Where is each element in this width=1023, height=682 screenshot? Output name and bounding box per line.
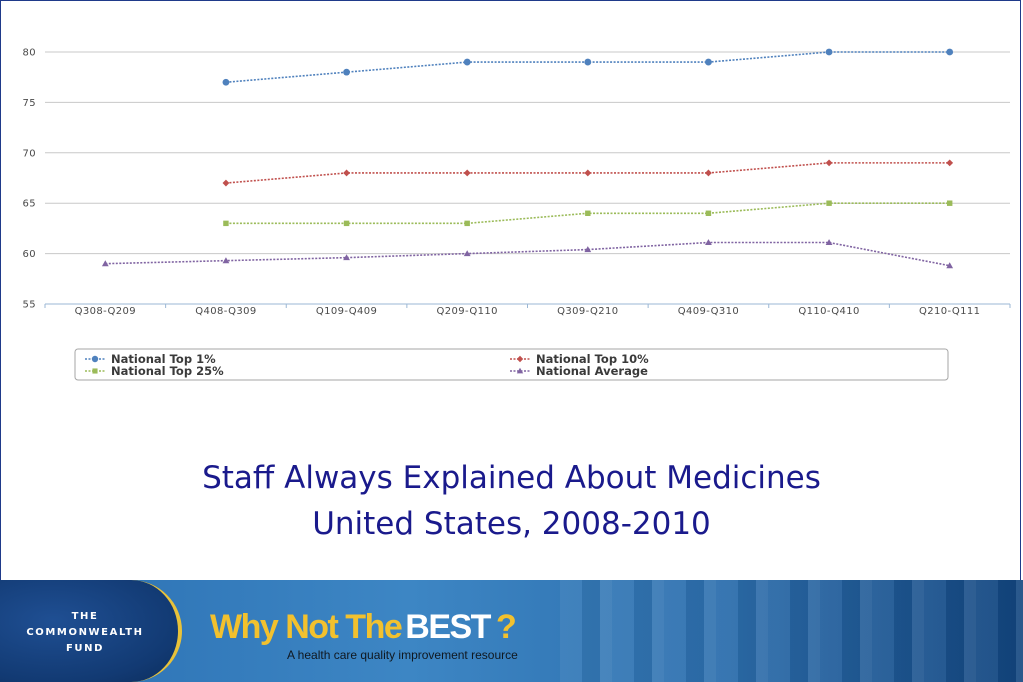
data-point bbox=[343, 169, 350, 177]
data-point bbox=[222, 257, 230, 264]
legend: National Top 1% National Top 10%National … bbox=[74, 348, 949, 381]
line-chart: 55 60 65 70 75 80 Q308-Q209 Q408-Q309 Q109-Q409… bbox=[22, 48, 1011, 381]
y-tick-label: 75 bbox=[22, 98, 36, 109]
legend-label: National Top 10% bbox=[536, 352, 649, 366]
data-point bbox=[343, 68, 350, 76]
legend-label: National Average bbox=[536, 364, 648, 378]
banner-pattern bbox=[560, 580, 1023, 682]
legend-label: National Top 25% bbox=[111, 364, 224, 378]
x-tick-label: Q210-Q111 bbox=[919, 306, 981, 317]
data-point bbox=[946, 262, 954, 269]
tagline: A health care quality improvement resour… bbox=[287, 648, 518, 662]
series-national-top-10 bbox=[222, 159, 954, 187]
data-point bbox=[946, 159, 954, 167]
y-tick-label: 70 bbox=[22, 148, 36, 159]
legend-item: National Top 10% bbox=[510, 352, 649, 366]
fund-logo-line-3: FUND bbox=[65, 643, 105, 654]
data-point bbox=[584, 169, 592, 177]
brand-part-3: ? bbox=[495, 608, 517, 646]
y-tick-label: 65 bbox=[22, 199, 36, 210]
legend-swatch-marker bbox=[91, 355, 99, 363]
data-point bbox=[463, 169, 471, 177]
data-point bbox=[826, 200, 832, 206]
series-national-top-25 bbox=[223, 200, 953, 227]
legend-item: National Top 25% bbox=[85, 364, 224, 378]
x-tick-label: Q309-Q210 bbox=[557, 306, 619, 317]
legend-swatch-marker bbox=[516, 355, 524, 363]
why-not-the-best-logo: Why Not The BEST? bbox=[210, 607, 517, 647]
legend-swatch-marker bbox=[516, 367, 524, 374]
data-point bbox=[223, 220, 229, 227]
x-tick-label: Q209-Q110 bbox=[436, 306, 498, 317]
brand-part-2: BEST bbox=[405, 608, 491, 646]
chart-title: Staff Always Explained About Medicines U… bbox=[0, 455, 1023, 547]
data-point bbox=[584, 58, 592, 66]
data-point bbox=[825, 159, 833, 167]
series-national-average bbox=[101, 239, 954, 269]
data-point bbox=[463, 58, 471, 66]
x-tick-label: Q109-Q409 bbox=[316, 306, 378, 317]
title-line-2: United States, 2008-2010 bbox=[312, 506, 711, 542]
y-tick-label: 55 bbox=[22, 300, 36, 311]
data-point bbox=[343, 254, 350, 261]
commonwealth-fund-logo: THE COMMONWEALTH FUND bbox=[0, 580, 182, 682]
legend-item: National Top 1% bbox=[85, 352, 216, 366]
brand-part-1: Why Not The bbox=[210, 608, 403, 646]
data-point bbox=[584, 246, 592, 253]
y-tick-label: 60 bbox=[22, 249, 36, 260]
y-tick-label: 80 bbox=[22, 48, 36, 59]
legend-label: National Top 1% bbox=[111, 352, 216, 366]
x-axis: Q308-Q209 Q408-Q309 Q109-Q409 Q209-Q110 Q309… bbox=[44, 304, 1011, 317]
gridlines bbox=[45, 51, 1010, 305]
data-point bbox=[222, 179, 230, 187]
series-national-top-1 bbox=[222, 48, 954, 86]
series-group bbox=[101, 48, 954, 269]
data-point bbox=[101, 260, 109, 267]
legend-swatch-marker bbox=[92, 368, 98, 374]
data-point bbox=[585, 210, 591, 216]
legend-box bbox=[74, 348, 949, 381]
data-point bbox=[705, 169, 712, 177]
legend-item: National Average bbox=[510, 364, 648, 378]
x-tick-label: Q110-Q410 bbox=[798, 306, 860, 317]
title-line-1: Staff Always Explained About Medicines bbox=[202, 460, 821, 496]
data-point bbox=[705, 210, 712, 216]
data-point bbox=[705, 58, 712, 66]
data-point bbox=[946, 48, 954, 56]
series-line bbox=[105, 241, 950, 267]
x-tick-label: Q308-Q209 bbox=[75, 306, 137, 317]
data-point bbox=[946, 200, 953, 206]
x-tick-label: Q408-Q309 bbox=[195, 306, 257, 317]
data-point bbox=[825, 239, 833, 246]
data-point bbox=[705, 239, 712, 246]
data-point bbox=[343, 220, 350, 227]
footer-banner: THE COMMONWEALTH FUND bbox=[0, 580, 1023, 682]
y-axis: 55 60 65 70 75 80 bbox=[22, 48, 36, 311]
x-tick-label: Q409-Q310 bbox=[678, 306, 740, 317]
data-point bbox=[825, 48, 833, 56]
series-line bbox=[225, 51, 950, 84]
fund-logo-line-1: THE bbox=[71, 611, 99, 622]
data-point bbox=[222, 78, 230, 86]
data-point bbox=[463, 250, 471, 257]
fund-logo-line-2: COMMONWEALTH bbox=[26, 627, 144, 638]
data-point bbox=[464, 220, 470, 227]
